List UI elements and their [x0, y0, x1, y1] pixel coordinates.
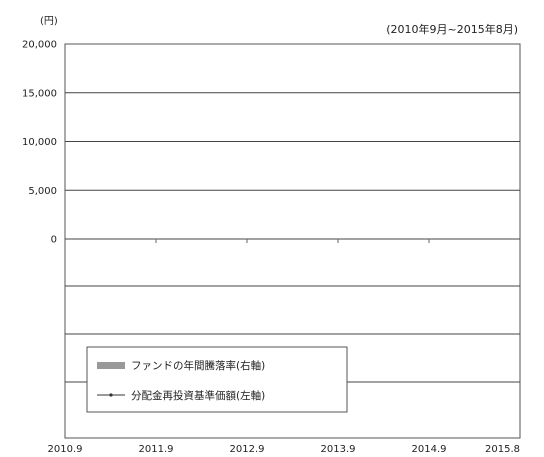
legend-box — [86, 346, 348, 413]
x-tick-labels: 2010.9 2011.9 2012.9 2013.9 2014.9 2015.8 — [48, 444, 521, 455]
y-gridlines — [65, 92, 520, 240]
series-line-nav — [155, 239, 430, 243]
y-tick-label: 15,000 — [22, 88, 57, 99]
period-label: (2010年9月~2015年8月) — [386, 22, 518, 36]
y-tick-label: 5,000 — [28, 186, 57, 197]
y-tick-label: 20,000 — [22, 40, 57, 51]
x-tick-label: 2012.9 — [230, 444, 265, 455]
legend-label-nav: 分配金再投資基準価額(左軸) — [131, 389, 265, 402]
y-tick-label: 10,000 — [22, 137, 57, 148]
legend: ファンドの年間騰落率(右軸) 分配金再投資基準価額(左軸) — [86, 346, 348, 413]
legend-label-return: ファンドの年間騰落率(右軸) — [131, 359, 265, 372]
y-unit-label: (円) — [40, 16, 58, 27]
x-tick-label: 2013.9 — [321, 444, 356, 455]
x-tick-label: 2015.8 — [485, 444, 520, 455]
x-tick-label: 2014.9 — [412, 444, 447, 455]
y-tick-label: 0 — [51, 235, 57, 246]
y-tick-labels: 0 5,000 10,000 15,000 20,000 — [22, 40, 57, 246]
x-tick-label: 2011.9 — [139, 444, 174, 455]
legend-swatch-marker — [109, 393, 113, 397]
x-tick-label: 2010.9 — [48, 444, 83, 455]
legend-swatch-bar — [97, 362, 125, 369]
